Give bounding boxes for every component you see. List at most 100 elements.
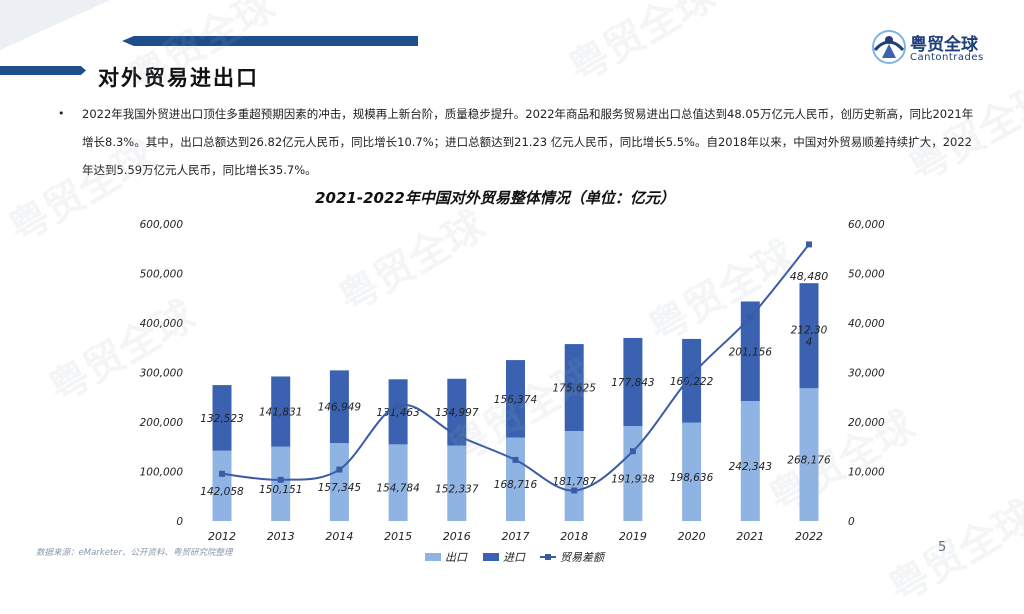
- data-label-import: 156,374: [494, 394, 537, 406]
- page-number: 5: [938, 540, 947, 555]
- legend-marker: [545, 554, 551, 560]
- y-left-tick-label: 300,000: [140, 368, 184, 380]
- data-label-import: 131,463: [376, 407, 419, 419]
- data-label-export: 168,716: [494, 479, 538, 491]
- x-tick-label: 2021: [736, 530, 764, 543]
- bar-export: [212, 450, 232, 521]
- x-tick-label: 2015: [384, 530, 412, 543]
- bar-export: [740, 401, 760, 521]
- data-label-import: 201,156: [729, 346, 773, 358]
- page-title: 对外贸易进出口: [98, 66, 259, 90]
- y-right-tick-label: 10,000: [848, 467, 885, 479]
- x-tick-label: 2012: [208, 530, 236, 543]
- legend-swatch: [425, 553, 441, 561]
- surplus-point: [806, 241, 812, 248]
- y-left-tick-label: 600,000: [140, 219, 184, 231]
- globe-icon: [872, 30, 906, 64]
- surplus-point: [395, 402, 402, 409]
- data-label-import: 175,625: [552, 383, 596, 395]
- y-right-tick-label: 20,000: [848, 417, 885, 429]
- y-left-tick-label: 500,000: [140, 269, 184, 281]
- header-accent-bar: [122, 36, 418, 46]
- bar-import: [388, 379, 408, 445]
- bar-import: [212, 385, 232, 451]
- chart-title: 2021-2022年中国对外贸易整体情况（单位：亿元）: [315, 189, 675, 207]
- logo-name-cn: 粤贸全球: [910, 35, 978, 55]
- y-right-tick-label: 50,000: [848, 269, 885, 281]
- data-label-export: 198,636: [670, 472, 714, 484]
- y-right-tick-label: 0: [848, 516, 855, 528]
- data-label-total: 48,480: [790, 270, 829, 283]
- y-right-tick-label: 40,000: [848, 318, 885, 330]
- y-left-tick-label: 100,000: [140, 467, 184, 479]
- data-label-import: 177,843: [611, 377, 654, 389]
- bar-export: [682, 422, 702, 521]
- bar-import: [623, 337, 643, 426]
- data-label-import: 141,831: [259, 407, 302, 419]
- x-tick-label: 2022: [795, 530, 823, 543]
- summary-paragraph: 2022年我国外贸进出口顶住多重超预期因素的冲击，规模再上新台阶，质量稳步提升。…: [82, 107, 974, 177]
- x-tick-label: 2013: [267, 530, 295, 543]
- data-label-import: 4: [806, 337, 813, 349]
- surplus-point: [512, 456, 519, 463]
- summary-bullet: •: [58, 107, 65, 120]
- legend-label: 贸易差额: [560, 551, 606, 564]
- bar-import: [447, 378, 467, 446]
- bar-import: [271, 376, 291, 447]
- bar-import: [329, 370, 349, 444]
- bar-export: [623, 425, 643, 521]
- data-label-export: 191,938: [611, 473, 655, 485]
- surplus-point: [219, 470, 225, 477]
- bar-export: [271, 446, 291, 521]
- data-label-import: 132,523: [200, 413, 243, 425]
- surplus-line: [221, 243, 810, 492]
- x-tick-label: 2018: [560, 530, 588, 543]
- bar-import: [506, 360, 525, 438]
- surplus-point: [688, 372, 695, 379]
- data-label-export: 242,343: [729, 461, 772, 473]
- surplus-point: [277, 476, 284, 483]
- bar-export: [388, 444, 408, 521]
- data-label-export: 150,151: [259, 484, 302, 496]
- x-tick-label: 2017: [502, 530, 530, 543]
- bar-export: [564, 431, 584, 521]
- y-left-tick-label: 0: [176, 516, 183, 528]
- bar-import: [740, 301, 760, 402]
- legend-swatch: [483, 553, 499, 561]
- data-label-import: 146,949: [318, 402, 362, 414]
- data-label-export: 268,176: [787, 455, 831, 467]
- surplus-point: [571, 487, 578, 494]
- surplus-point: [629, 448, 636, 455]
- corner-decoration: [0, 0, 110, 50]
- bar-import: [682, 338, 702, 423]
- data-label-import: 212,30: [791, 325, 828, 337]
- x-tick-label: 2016: [443, 530, 471, 543]
- surplus-point: [453, 432, 460, 439]
- brand-logo: 粤贸全球 Cantontrades: [870, 28, 1000, 68]
- logo-name-en: Cantontrades: [910, 52, 984, 63]
- x-tick-label: 2019: [619, 530, 647, 543]
- x-tick-label: 2014: [325, 530, 353, 543]
- data-label-export: 181,787: [552, 476, 596, 488]
- title-accent-bar: [0, 66, 86, 75]
- bar-import: [564, 344, 584, 432]
- legend-label: 出口: [445, 551, 468, 564]
- bar-export: [447, 445, 467, 521]
- bar-export: [329, 443, 349, 521]
- data-label-import: 134,997: [435, 407, 479, 419]
- data-label-export: 152,337: [435, 483, 479, 495]
- x-tick-label: 2020: [678, 530, 706, 543]
- data-label-import: 169,222: [670, 376, 714, 388]
- y-left-tick-label: 400,000: [140, 318, 184, 330]
- y-right-tick-label: 30,000: [848, 368, 885, 380]
- y-left-tick-label: 200,000: [140, 417, 184, 429]
- bar-export: [799, 388, 819, 521]
- surplus-point: [747, 314, 754, 321]
- trade-chart: 2021-2022年中国对外贸易整体情况（单位：亿元） 0 100,000 200,0…: [140, 189, 885, 564]
- bar-import: [799, 283, 819, 389]
- data-source-note: 数据来源：eMarketer、公开资料、粤贸研究院整理: [36, 548, 233, 558]
- data-label-export: 157,345: [318, 482, 362, 494]
- data-label-export: 154,784: [376, 483, 419, 495]
- data-label-export: 142,058: [200, 486, 244, 498]
- y-right-tick-label: 60,000: [848, 219, 885, 231]
